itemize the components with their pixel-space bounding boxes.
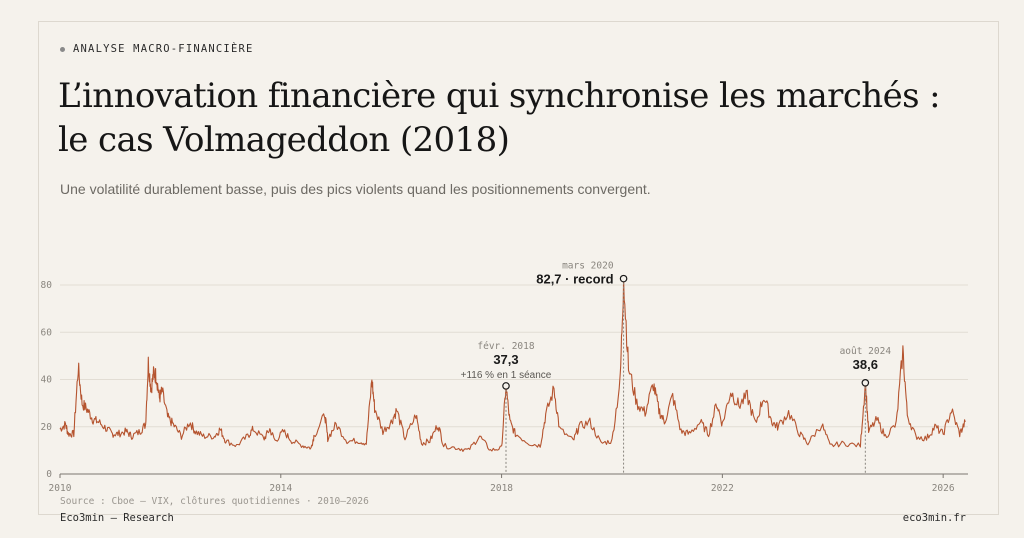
kicker: ANALYSE MACRO-FINANCIÈRE bbox=[60, 43, 254, 55]
annotation-value: 82,7 · record bbox=[536, 272, 613, 287]
annotation-note: +116 % en 1 séance bbox=[461, 370, 552, 381]
annotation-date: août 2024 bbox=[840, 346, 892, 357]
annotation-value: 38,6 bbox=[853, 357, 878, 372]
card-frame bbox=[38, 21, 999, 515]
x-tick-label: 2022 bbox=[711, 483, 734, 494]
annotation-date: févr. 2018 bbox=[477, 341, 534, 352]
x-tick-label: 2014 bbox=[269, 483, 292, 494]
annotation-marker bbox=[502, 382, 510, 390]
kicker-label: ANALYSE MACRO-FINANCIÈRE bbox=[73, 43, 254, 55]
source-note: Source : Cboe — VIX, clôtures quotidienn… bbox=[60, 496, 369, 507]
title-line-2: le cas Volmageddon (2018) bbox=[58, 120, 510, 160]
x-tick-label: 2010 bbox=[49, 483, 72, 494]
series-line bbox=[59, 278, 966, 452]
annotation-value: 37,3 bbox=[493, 352, 518, 367]
y-tick-label: 0 bbox=[46, 469, 52, 480]
subtitle: Une volatilité durablement basse, puis d… bbox=[60, 181, 651, 197]
title-line-1: L’innovation financière qui synchronise … bbox=[58, 76, 941, 116]
y-tick-label: 60 bbox=[41, 327, 53, 338]
page-title: L’innovation financière qui synchronise … bbox=[58, 74, 958, 162]
y-tick-label: 20 bbox=[41, 422, 53, 433]
y-tick-label: 40 bbox=[41, 375, 53, 386]
site-link[interactable]: eco3min.fr bbox=[902, 512, 966, 524]
annotation-marker bbox=[861, 379, 870, 387]
annotation-date: mars 2020 bbox=[562, 261, 614, 272]
y-tick-label: 80 bbox=[41, 280, 53, 291]
x-tick-label: 2026 bbox=[932, 483, 955, 494]
x-tick-label: 2018 bbox=[490, 483, 513, 494]
annotation-marker bbox=[619, 274, 628, 283]
kicker-dot-icon bbox=[60, 46, 65, 52]
brand-label: Eco3min — Research bbox=[60, 512, 174, 524]
